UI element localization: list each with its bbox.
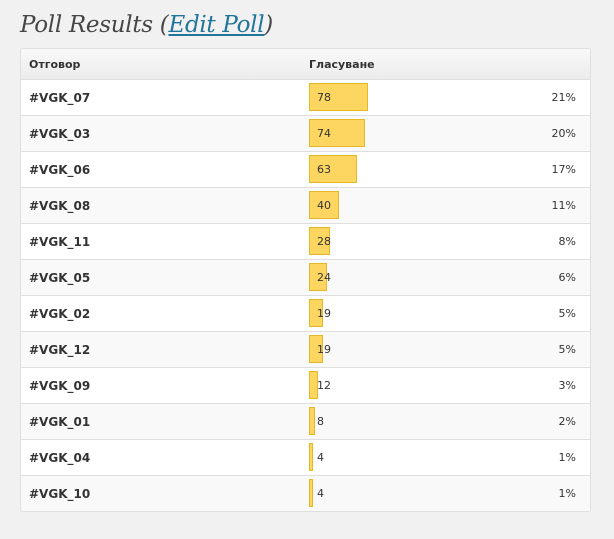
page-title: Poll Results (Edit Poll) [20, 12, 273, 38]
answer-label: #VGK_09 [29, 379, 91, 393]
vote-bar [309, 479, 313, 507]
answer-label: #VGK_12 [29, 343, 91, 357]
table-body: #VGK_07 78 21% #VGK_03 74 20% #VGK_06 63 17% #VGK… [21, 80, 590, 511]
answer-label: #VGK_02 [29, 307, 91, 321]
answer-label: #VGK_05 [29, 271, 91, 285]
vote-count: 40 [317, 199, 331, 212]
column-header-answer: Отговор [29, 58, 81, 71]
vote-percent: 8% [558, 235, 576, 248]
vote-percent: 3% [558, 379, 576, 392]
poll-results-table: Отговор Гласуване #VGK_07 78 21% #VGK_03 74 2… [20, 48, 591, 512]
table-row: #VGK_12 19 5% [21, 331, 590, 367]
vote-percent: 20% [551, 127, 576, 140]
vote-count: 28 [317, 235, 331, 248]
edit-poll-link[interactable]: Edit Poll [168, 12, 265, 38]
answer-label: #VGK_03 [29, 127, 91, 141]
vote-percent: 1% [558, 451, 576, 464]
vote-count: 63 [317, 163, 331, 176]
vote-bar [309, 407, 315, 435]
vote-count: 19 [317, 307, 331, 320]
answer-label: #VGK_01 [29, 415, 91, 429]
vote-percent: 5% [558, 343, 576, 356]
vote-count: 8 [317, 415, 324, 428]
vote-count: 4 [317, 487, 324, 500]
answer-label: #VGK_04 [29, 451, 91, 465]
vote-bar [309, 443, 313, 471]
vote-count: 12 [317, 379, 331, 392]
table-row: #VGK_08 40 11% [21, 187, 590, 223]
vote-count: 19 [317, 343, 331, 356]
vote-bar [309, 263, 327, 291]
table-row: #VGK_04 4 1% [21, 439, 590, 475]
vote-percent: 17% [551, 163, 576, 176]
table-row: #VGK_10 4 1% [21, 475, 590, 511]
table-row: #VGK_11 28 8% [21, 223, 590, 259]
table-row: #VGK_05 24 6% [21, 259, 590, 295]
title-suffix: ) [264, 12, 273, 38]
vote-count: 74 [317, 127, 331, 140]
vote-percent: 11% [551, 199, 576, 212]
vote-count: 78 [317, 91, 331, 104]
table-row: #VGK_06 63 17% [21, 151, 590, 187]
answer-label: #VGK_10 [29, 487, 91, 501]
vote-bar [309, 371, 318, 399]
vote-percent: 21% [551, 91, 576, 104]
column-header-votes: Гласуване [309, 58, 375, 71]
vote-bar [309, 191, 339, 219]
answer-label: #VGK_06 [29, 163, 91, 177]
vote-count: 24 [317, 271, 331, 284]
vote-bar [309, 83, 368, 111]
vote-percent: 6% [558, 271, 576, 284]
vote-bar [309, 119, 365, 147]
table-row: #VGK_02 19 5% [21, 295, 590, 331]
table-row: #VGK_09 12 3% [21, 367, 590, 403]
answer-label: #VGK_07 [29, 91, 91, 105]
vote-count: 4 [317, 451, 324, 464]
table-row: #VGK_07 78 21% [21, 80, 590, 115]
table-header: Отговор Гласуване [21, 49, 590, 80]
answer-label: #VGK_08 [29, 199, 91, 213]
vote-percent: 1% [558, 487, 576, 500]
vote-bar [309, 335, 323, 363]
title-prefix: Poll Results ( [20, 12, 169, 38]
answer-label: #VGK_11 [29, 235, 91, 249]
table-row: #VGK_03 74 20% [21, 115, 590, 151]
vote-bar [309, 299, 323, 327]
vote-bar [309, 227, 330, 255]
table-row: #VGK_01 8 2% [21, 403, 590, 439]
vote-bar [309, 155, 357, 183]
vote-percent: 2% [558, 415, 576, 428]
vote-percent: 5% [558, 307, 576, 320]
